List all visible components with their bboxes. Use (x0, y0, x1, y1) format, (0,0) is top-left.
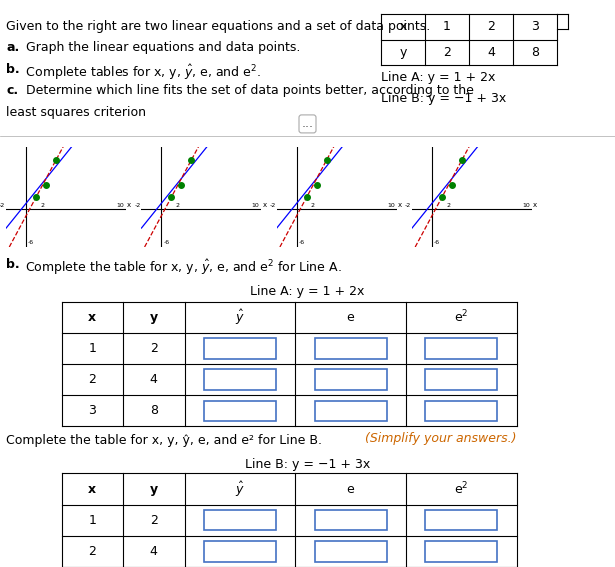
Text: -2: -2 (405, 202, 411, 208)
Text: Complete the table for x, y, ŷ, e, and e² for Line B.: Complete the table for x, y, ŷ, e, and e… (6, 434, 322, 447)
Text: e$^2$: e$^2$ (454, 309, 469, 325)
Text: 3: 3 (531, 20, 539, 33)
Text: c.: c. (6, 84, 18, 98)
Text: 2: 2 (150, 342, 157, 355)
Bar (204, 338, 276, 358)
Bar (426, 370, 497, 390)
Text: a.: a. (6, 41, 20, 54)
Text: b.: b. (6, 63, 20, 76)
Text: Line B: y = −1 + 3x: Line B: y = −1 + 3x (381, 92, 507, 105)
Text: 2: 2 (89, 545, 96, 558)
Text: 2: 2 (175, 202, 180, 208)
Text: 4: 4 (150, 373, 157, 386)
Text: 4: 4 (150, 545, 157, 558)
Text: 1: 1 (443, 20, 451, 33)
Text: x: x (398, 202, 402, 208)
Text: 10: 10 (252, 202, 260, 208)
Text: x: x (263, 202, 266, 208)
Text: -2: -2 (0, 202, 5, 208)
Text: 1: 1 (89, 514, 96, 527)
Text: Complete tables for x, y, $\hat{y}$, e, and e$^2$.: Complete tables for x, y, $\hat{y}$, e, … (22, 63, 261, 82)
Text: e: e (347, 483, 354, 496)
Text: least squares criterion: least squares criterion (6, 106, 146, 119)
Bar (204, 510, 276, 530)
Text: x: x (88, 311, 97, 324)
Text: -6: -6 (164, 240, 170, 246)
Bar (204, 370, 276, 390)
Text: 8: 8 (149, 404, 158, 417)
Bar (204, 541, 276, 561)
Text: y: y (149, 483, 158, 496)
Text: Line A: y = 1 + 2x: Line A: y = 1 + 2x (250, 285, 365, 298)
Text: 2: 2 (311, 202, 315, 208)
Text: 2: 2 (89, 373, 96, 386)
Text: y: y (400, 46, 407, 59)
Text: -2: -2 (269, 202, 276, 208)
Text: $\hat{y}$: $\hat{y}$ (235, 480, 245, 498)
Text: x: x (88, 483, 97, 496)
Text: Line A: y = 1 + 2x: Line A: y = 1 + 2x (381, 71, 496, 84)
Text: 3: 3 (89, 404, 96, 417)
Text: e$^2$: e$^2$ (454, 481, 469, 497)
Text: ...: ... (301, 117, 314, 130)
Text: e: e (347, 311, 354, 324)
Bar (204, 401, 276, 421)
Bar (426, 401, 497, 421)
Text: 8: 8 (531, 46, 539, 59)
Text: 10: 10 (522, 202, 530, 208)
Text: -6: -6 (299, 240, 305, 246)
Text: Given to the right are two linear equations and a set of data points.: Given to the right are two linear equati… (6, 20, 430, 33)
Text: 10: 10 (387, 202, 395, 208)
Bar (426, 541, 497, 561)
Bar (426, 510, 497, 530)
Bar (426, 338, 497, 358)
Text: -6: -6 (434, 240, 440, 246)
Text: 2: 2 (150, 514, 157, 527)
Text: x: x (533, 202, 537, 208)
Text: y: y (149, 311, 158, 324)
Text: Graph the linear equations and data points.: Graph the linear equations and data poin… (22, 41, 300, 54)
Bar (315, 541, 387, 561)
Text: 2: 2 (443, 46, 451, 59)
Text: -6: -6 (28, 240, 34, 246)
Text: 4: 4 (487, 46, 495, 59)
Bar (315, 510, 387, 530)
Text: 2: 2 (446, 202, 450, 208)
Text: Determine which line fits the set of data points better, according to the: Determine which line fits the set of dat… (22, 84, 474, 98)
Text: Complete the table for x, y, $\hat{y}$, e, and e$^2$ for Line A.: Complete the table for x, y, $\hat{y}$, … (25, 258, 341, 277)
Bar (315, 401, 387, 421)
Text: 2: 2 (40, 202, 44, 208)
Text: (Simplify your answers.): (Simplify your answers.) (365, 432, 517, 445)
Text: 2: 2 (487, 20, 495, 33)
Text: -2: -2 (134, 202, 140, 208)
Text: b.: b. (6, 258, 20, 271)
Text: 1: 1 (89, 342, 96, 355)
Text: 10: 10 (116, 202, 124, 208)
Text: x: x (127, 202, 131, 208)
Bar (315, 370, 387, 390)
Text: x: x (400, 20, 407, 33)
Text: Line B: y = −1 + 3x: Line B: y = −1 + 3x (245, 458, 370, 471)
Text: $\hat{y}$: $\hat{y}$ (235, 308, 245, 327)
Bar (315, 338, 387, 358)
